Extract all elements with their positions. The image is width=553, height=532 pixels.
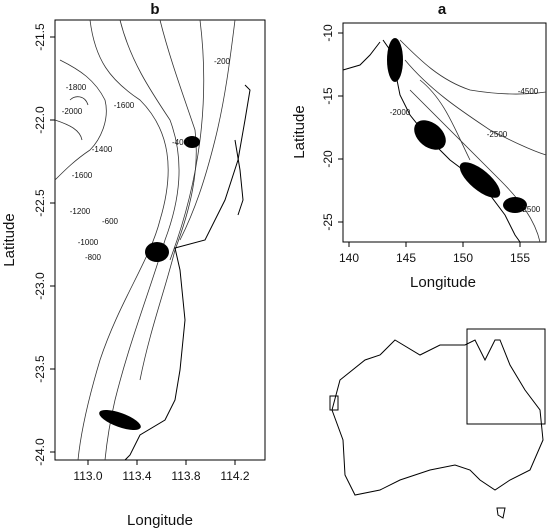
- contour-label: -800: [85, 253, 102, 262]
- x-tick-label: 113.4: [122, 469, 151, 483]
- contour-label: -1800: [66, 83, 87, 92]
- x-tick-label: 150: [453, 251, 473, 265]
- y-tick-label: -20: [321, 150, 335, 168]
- x-tick-label: 140: [339, 251, 359, 265]
- y-axis-label: Latitude: [291, 105, 308, 158]
- y-tick-label: -21.5: [33, 23, 47, 51]
- contour-label: -1400: [92, 145, 113, 154]
- contour-label: -1600: [72, 171, 93, 180]
- region-a-box: [466, 328, 546, 425]
- contour-label: -2000: [390, 108, 411, 117]
- contour-label: -2500: [520, 205, 541, 214]
- sites-a: [387, 38, 527, 213]
- sites-b: [99, 136, 200, 430]
- x-axis-label: Longitude: [127, 512, 193, 529]
- contour-label: -4500: [518, 87, 539, 96]
- x-tick-label: 155: [510, 251, 530, 265]
- panel-title: a: [438, 1, 447, 18]
- y-tick-label: -24.0: [33, 438, 47, 466]
- panel-a-frame: [342, 22, 547, 243]
- coast-west-a: [342, 41, 381, 71]
- y-tick-label: -25: [321, 213, 335, 231]
- coastline-a: [382, 39, 521, 243]
- region-b-box: [329, 395, 339, 411]
- contour-label: -1200: [70, 207, 91, 216]
- contours-a: [399, 39, 547, 243]
- x-tick-label: 113.0: [73, 469, 102, 483]
- y-axis-label: Latitude: [1, 213, 18, 266]
- y-tick-label: -23.0: [33, 272, 47, 300]
- tasmania: [496, 507, 506, 519]
- y-tick-label: -22.0: [33, 106, 47, 134]
- coastline-b: [124, 84, 251, 461]
- contour-label: -2000: [62, 107, 83, 116]
- island-b: [234, 139, 244, 216]
- y-tick-label: -22.5: [33, 189, 47, 217]
- y-tick-label: -15: [321, 87, 335, 105]
- x-tick-label: 145: [396, 251, 416, 265]
- x-axis-label: Longitude: [410, 274, 476, 291]
- x-tick-label: 114.2: [220, 469, 249, 483]
- x-tick-label: 113.8: [171, 469, 200, 483]
- contour-label: -200: [214, 57, 231, 66]
- contour-label: -1600: [114, 101, 135, 110]
- contour-label: -600: [102, 217, 119, 226]
- contours-b: [54, 19, 236, 461]
- y-tick-label: -23.5: [33, 355, 47, 383]
- contour-label: -400: [172, 138, 189, 147]
- contour-label: -2500: [487, 130, 508, 139]
- contour-label: -1000: [78, 238, 99, 247]
- panel-title: b: [150, 1, 159, 18]
- y-tick-label: -10: [321, 24, 335, 42]
- australia: [331, 339, 544, 496]
